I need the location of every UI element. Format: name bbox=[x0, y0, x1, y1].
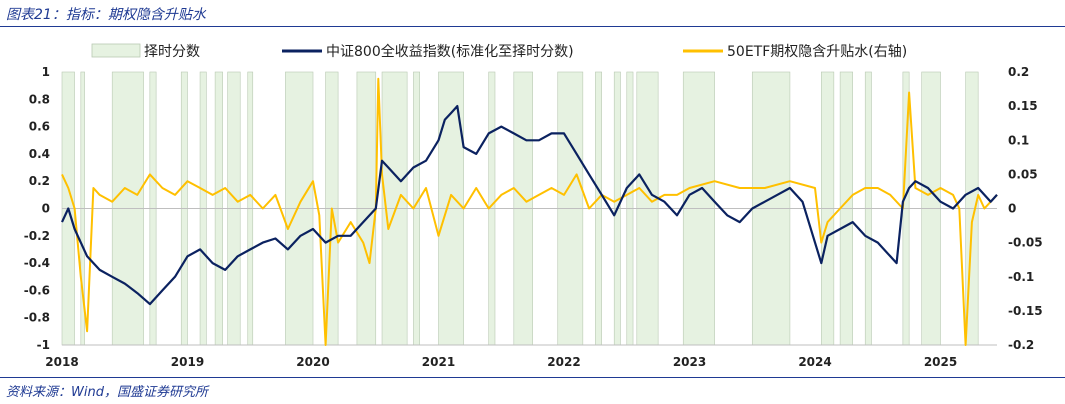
left-tick-label: 0.4 bbox=[29, 147, 50, 161]
left-tick-label: 0.8 bbox=[29, 92, 50, 106]
right-tick-label: -0.2 bbox=[1008, 338, 1034, 352]
x-axis-ticks: 2018 2019 2020 2021 2022 2023 2024 2025 bbox=[45, 355, 957, 369]
left-tick-label: -1 bbox=[37, 338, 50, 352]
right-tick-label: 0.2 bbox=[1008, 65, 1029, 79]
x-tick-label: 2022 bbox=[547, 355, 580, 369]
x-tick-label: 2019 bbox=[171, 355, 204, 369]
top-divider bbox=[0, 26, 1065, 27]
x-tick-label: 2020 bbox=[296, 355, 329, 369]
right-tick-label: 0.05 bbox=[1008, 167, 1038, 181]
x-tick-label: 2021 bbox=[422, 355, 455, 369]
bottom-divider bbox=[0, 377, 1065, 378]
legend-label: 择时分数 bbox=[144, 44, 200, 60]
line-layer bbox=[61, 77, 998, 346]
right-tick-label: 0 bbox=[1008, 202, 1016, 216]
legend: 择时分数 中证800全收益指数(标准化至择时分数) 50ETF期权隐含升贴水(右轴) bbox=[91, 43, 907, 60]
x-tick-label: 2018 bbox=[45, 355, 78, 369]
page-title: 图表21：指标：期权隐含升贴水 bbox=[6, 7, 206, 23]
left-tick-label: -0.6 bbox=[24, 283, 50, 297]
right-tick-label: -0.1 bbox=[1008, 270, 1034, 284]
index-line bbox=[61, 104, 998, 306]
right-tick-label: -0.15 bbox=[1008, 304, 1043, 318]
right-tick-label: -0.05 bbox=[1008, 236, 1043, 250]
left-tick-label: 0 bbox=[42, 202, 50, 216]
right-tick-label: 0.1 bbox=[1008, 133, 1029, 147]
left-axis-ticks: 1 0.8 0.6 0.4 0.2 0 -0.2 -0.4 -0.6 -0.8 -1 bbox=[24, 65, 50, 352]
legend-swatch-area bbox=[91, 43, 141, 58]
right-tick-label: 0.15 bbox=[1008, 99, 1038, 113]
left-tick-label: 0.2 bbox=[29, 174, 50, 188]
source-note: 资料来源：Wind，国盛证券研究所 bbox=[6, 385, 208, 400]
left-tick-label: -0.2 bbox=[24, 229, 50, 243]
left-tick-label: -0.4 bbox=[24, 256, 50, 270]
left-tick-label: 1 bbox=[42, 65, 50, 79]
left-tick-label: -0.8 bbox=[24, 311, 50, 325]
legend-label: 中证800全收益指数(标准化至择时分数) bbox=[326, 43, 574, 60]
premium-line bbox=[61, 77, 998, 346]
x-tick-label: 2023 bbox=[673, 355, 706, 369]
legend-label: 50ETF期权隐含升贴水(右轴) bbox=[727, 44, 907, 60]
x-tick-label: 2025 bbox=[924, 355, 957, 369]
right-axis-ticks: 0.2 0.15 0.1 0.05 0 -0.05 -0.1 -0.15 -0.2 bbox=[1008, 65, 1043, 352]
x-tick-label: 2024 bbox=[798, 355, 831, 369]
left-tick-label: 0.6 bbox=[29, 120, 50, 134]
